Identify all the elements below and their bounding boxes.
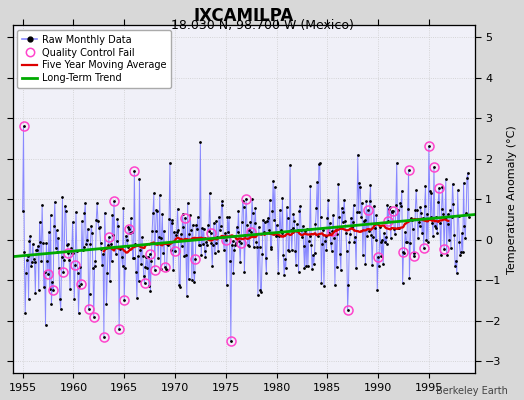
Text: 18.030 N, 98.700 W (Mexico): 18.030 N, 98.700 W (Mexico) [171,20,353,32]
Y-axis label: Temperature Anomaly (°C): Temperature Anomaly (°C) [507,125,517,274]
Text: Berkeley Earth: Berkeley Earth [436,386,508,396]
Title: IXCAMILPA: IXCAMILPA [193,7,293,25]
Legend: Raw Monthly Data, Quality Control Fail, Five Year Moving Average, Long-Term Tren: Raw Monthly Data, Quality Control Fail, … [17,30,171,88]
